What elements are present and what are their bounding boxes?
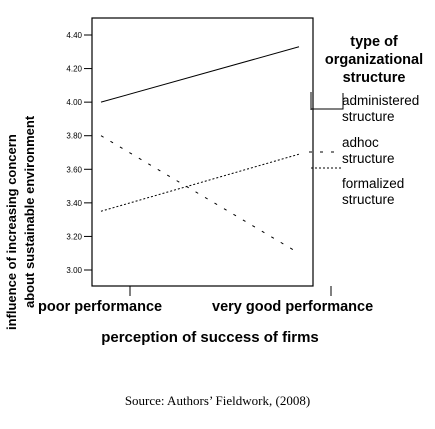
series-line-formalized — [100, 153, 300, 212]
legend-item-label: structure — [342, 192, 395, 207]
y-tick-label: 3.80 — [66, 132, 82, 141]
legend-title-line: type of — [350, 34, 398, 50]
y-axis-title: influence of increasing concern about su… — [0, 30, 50, 330]
legend-item-label: administered — [342, 93, 420, 108]
y-axis-title-line-2: about sustainable environment — [22, 115, 37, 308]
y-tick-label: 3.00 — [66, 266, 82, 275]
legend-item-label: formalized — [342, 176, 405, 191]
source-note: Source: Authors’ Fieldwork, (2008) — [124, 393, 311, 408]
y-tick-label: 3.60 — [66, 165, 82, 174]
y-tick-label: 3.40 — [66, 199, 82, 208]
x-tick-label-poor: poor performance — [38, 299, 163, 315]
x-tick-label-very-good: very good performance — [212, 299, 374, 315]
y-tick-label: 3.20 — [66, 232, 82, 241]
legend-swatch-administered — [311, 93, 344, 110]
series-line-adhoc — [100, 135, 300, 254]
legend-item-formalized: formalized structure — [342, 176, 404, 208]
plot-frame — [91, 17, 314, 287]
legend-title: type of organizational structure — [313, 33, 435, 87]
legend-item-administered: administered structure — [342, 93, 419, 125]
series-line-administered — [100, 46, 300, 103]
legend-item-label: structure — [342, 109, 395, 124]
legend-item-adhoc: adhoc structure — [342, 135, 395, 167]
x-axis-title: perception of success of firms — [101, 329, 319, 346]
legend-title-line: organizational — [324, 52, 424, 68]
y-tick-label: 4.00 — [66, 98, 82, 107]
y-tick-label: 4.40 — [66, 31, 82, 40]
legend-item-label: adhoc — [342, 135, 379, 150]
y-axis-title-line-1: influence of increasing concern — [4, 134, 19, 330]
legend-item-label: structure — [342, 151, 395, 166]
y-tick-label: 4.20 — [66, 65, 82, 74]
legend-title-line: structure — [342, 70, 406, 86]
